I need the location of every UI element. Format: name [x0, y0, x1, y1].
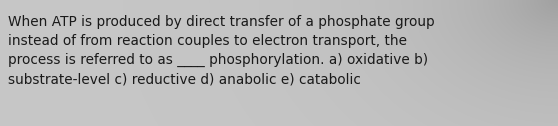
- Text: When ATP is produced by direct transfer of a phosphate group
instead of from rea: When ATP is produced by direct transfer …: [8, 15, 435, 86]
